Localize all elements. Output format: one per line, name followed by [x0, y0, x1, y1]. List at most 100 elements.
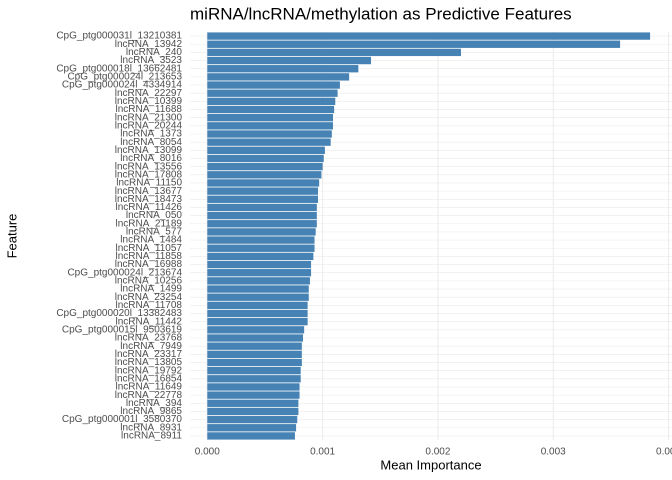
y-tick-label: lncRNA_9865 — [120, 406, 182, 417]
y-tick-label: lncRNA_1499 — [120, 284, 182, 295]
bar — [207, 228, 316, 236]
bar — [207, 138, 331, 146]
y-tick-label: lncRNA_16988 — [115, 259, 183, 270]
y-tick-label: lncRNA_1373 — [120, 129, 182, 140]
y-tick-label: lncRNA_21300 — [115, 112, 183, 123]
y-tick-label: CpG_ptg000024l_4334914 — [62, 80, 183, 91]
bar — [207, 97, 336, 106]
y-tick-label: lncRNA_23254 — [115, 292, 183, 303]
bar — [207, 342, 302, 350]
chart-title: miRNA/lncRNA/methylation as Predictive F… — [190, 4, 572, 23]
bar — [207, 383, 300, 391]
bar — [207, 326, 305, 334]
y-tick-label: lncRNA_394 — [126, 398, 183, 409]
y-tick-label: lncRNA_7949 — [120, 341, 182, 352]
bar — [207, 277, 310, 285]
bar — [207, 252, 314, 261]
y-tick-label: CpG_ptg000001l_3580370 — [62, 414, 183, 425]
y-tick-label: lncRNA_8016 — [120, 153, 182, 164]
bar — [207, 220, 317, 228]
bar — [207, 187, 318, 195]
bar — [207, 154, 324, 163]
bar — [207, 211, 317, 220]
bar — [207, 366, 301, 375]
bar — [207, 162, 323, 171]
bar — [207, 407, 299, 416]
y-tick-label: lncRNA_10399 — [115, 96, 183, 107]
bar — [207, 318, 308, 326]
y-tick-label: lncRNA_050 — [126, 210, 183, 221]
y-tick-label: lncRNA_18473 — [115, 194, 183, 205]
x-tick-label: 0.001 — [310, 447, 335, 458]
bar — [207, 375, 301, 383]
y-tick-label: lncRNA_13942 — [115, 39, 183, 50]
y-tick-label: lncRNA_23317 — [115, 349, 183, 360]
bar — [207, 40, 621, 48]
y-tick-label: lncRNA_20244 — [115, 120, 183, 131]
bar — [207, 48, 461, 57]
bar — [207, 334, 304, 342]
y-tick-label: lncRNA_22778 — [115, 390, 183, 401]
x-axis-title: Mean Importance — [380, 457, 481, 472]
y-tick-label: lncRNA_17808 — [115, 169, 183, 180]
bar — [207, 32, 651, 40]
y-tick-label: lncRNA_8931 — [120, 422, 182, 433]
bar — [207, 179, 320, 187]
y-tick-label: lncRNA_240 — [126, 47, 183, 58]
bar — [207, 89, 338, 97]
bar — [207, 105, 335, 114]
bar — [207, 260, 312, 269]
y-tick-label: lncRNA_21189 — [115, 218, 182, 229]
y-tick-label: lncRNA_22297 — [115, 88, 183, 99]
bar — [207, 81, 340, 89]
y-tick-label: lncRNA_11426 — [115, 202, 182, 213]
x-tick-label: 0.002 — [425, 447, 450, 458]
bar — [207, 56, 372, 65]
y-tick-label: lncRNA_8054 — [120, 137, 182, 148]
x-tick-label: 0.003 — [541, 447, 566, 458]
bar — [207, 415, 298, 424]
y-tick-label: lncRNA_11649 — [115, 382, 182, 393]
bar — [207, 203, 317, 212]
y-tick-label: lncRNA_19792 — [115, 365, 183, 376]
bar — [207, 73, 350, 81]
y-tick-label: CpG_ptg000024l_213653 — [67, 72, 182, 83]
bar — [207, 301, 308, 310]
y-tick-label: lncRNA_11442 — [115, 316, 182, 327]
y-tick-label: lncRNA_10256 — [115, 276, 183, 287]
bar — [207, 122, 333, 130]
y-tick-label: lncRNA_577 — [126, 227, 183, 238]
y-tick-label: lncRNA_11688 — [115, 104, 182, 115]
bar — [207, 358, 302, 367]
bar — [207, 399, 299, 407]
y-tick-label: lncRNA_3523 — [120, 55, 182, 66]
bar — [207, 269, 312, 277]
y-tick-label: lncRNA_11150 — [116, 178, 182, 189]
y-axis-title: Feature — [4, 214, 19, 259]
x-tick-label: 0.004 — [656, 447, 672, 458]
bar — [207, 350, 302, 358]
y-tick-label: CpG_ptg000018l_13662481 — [56, 63, 182, 74]
bar — [207, 293, 309, 301]
bar — [207, 65, 359, 73]
bar — [207, 146, 325, 154]
bar — [207, 424, 297, 432]
y-tick-label: lncRNA_16854 — [115, 373, 183, 384]
y-tick-label: lncRNA_11057 — [115, 243, 182, 254]
bar — [207, 130, 332, 138]
bar — [207, 195, 318, 203]
bar — [207, 114, 333, 122]
y-tick-label: lncRNA_8911 — [121, 431, 182, 442]
y-tick-label: lncRNA_13099 — [115, 145, 183, 156]
x-tick-label: 0.000 — [195, 447, 220, 458]
bar — [207, 309, 308, 318]
y-tick-label: lncRNA_13556 — [115, 161, 183, 172]
y-tick-label: lncRNA_13805 — [115, 357, 183, 368]
y-tick-label: lncRNA_1484 — [120, 235, 182, 246]
y-tick-label: CpG_ptg000015l_9503619 — [62, 324, 183, 335]
y-tick-label: lncRNA_11708 — [115, 300, 182, 311]
y-tick-label: lncRNA_11858 — [115, 251, 182, 262]
bar — [207, 285, 309, 293]
y-tick-label: CpG_ptg000024l_213674 — [67, 267, 182, 278]
